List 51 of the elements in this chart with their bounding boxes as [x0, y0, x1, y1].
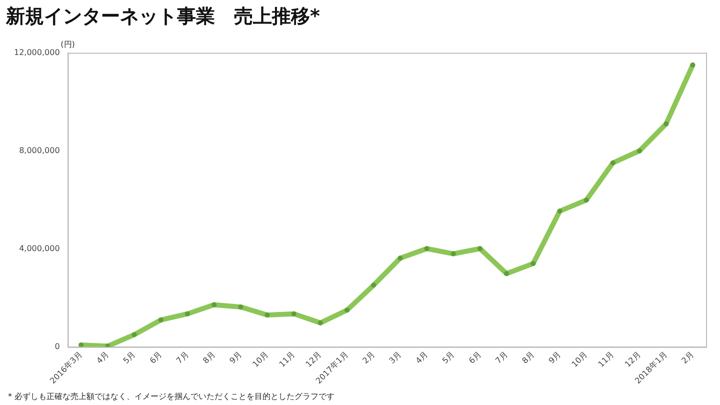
point — [398, 256, 403, 261]
point — [424, 246, 430, 252]
x-tick-label: 8月 — [201, 350, 217, 366]
point — [584, 198, 589, 203]
x-tick-label: 7月 — [494, 350, 510, 366]
point — [477, 246, 482, 252]
point — [664, 121, 669, 126]
point — [504, 271, 510, 276]
x-tick-label: 9月 — [547, 350, 563, 366]
point — [557, 208, 562, 214]
point — [78, 342, 84, 347]
x-tick-label: 3月 — [387, 350, 404, 366]
y-tick-label: 12,000,000 — [14, 48, 60, 57]
x-tick-label: 12月 — [623, 350, 642, 370]
y-tick-label: 4,000,000 — [19, 244, 60, 253]
point — [530, 261, 536, 266]
point — [291, 311, 296, 316]
x-tick-label: 5月 — [122, 350, 138, 366]
point — [158, 317, 164, 322]
point — [184, 311, 190, 316]
x-tick-label: 2月 — [680, 350, 696, 366]
chart-title: 新規インターネット事業 売上推移* — [5, 5, 320, 28]
x-tick-label: 8月 — [520, 350, 536, 366]
x-tick-label: 12月 — [304, 350, 324, 370]
x-tick-label: 10月 — [570, 350, 590, 370]
x-tick-label: 4月 — [94, 350, 111, 366]
point — [132, 332, 137, 338]
point — [450, 251, 456, 256]
x-tick-label: 11月 — [277, 350, 297, 370]
x-tick-label: 2月 — [360, 350, 376, 366]
x-tick-label: 11月 — [596, 350, 616, 370]
point — [610, 160, 616, 166]
point — [238, 304, 244, 310]
point — [212, 302, 217, 308]
y-axis-title: (円) — [60, 40, 75, 49]
point — [371, 282, 376, 288]
x-tick-label: 6月 — [467, 350, 483, 366]
text: * 必ずしも正確な売上額ではなく、イメージを掴んでいただくことを目的としたグラフです — [8, 392, 335, 402]
x-tick-label: 7月 — [174, 350, 190, 366]
x-tick-label: 4月 — [414, 350, 430, 366]
x-tick-label: 10月 — [250, 350, 270, 370]
y-tick-label: 8,000,000 — [19, 146, 60, 155]
x-tick-label: 9月 — [228, 350, 244, 366]
point — [344, 308, 350, 313]
point — [690, 62, 696, 68]
y-tick-label: 0 — [54, 342, 60, 351]
point — [264, 312, 270, 318]
x-tick-label: 6月 — [148, 350, 164, 366]
point — [318, 320, 323, 326]
x-tick-label: 5月 — [440, 350, 456, 366]
point — [637, 148, 642, 154]
